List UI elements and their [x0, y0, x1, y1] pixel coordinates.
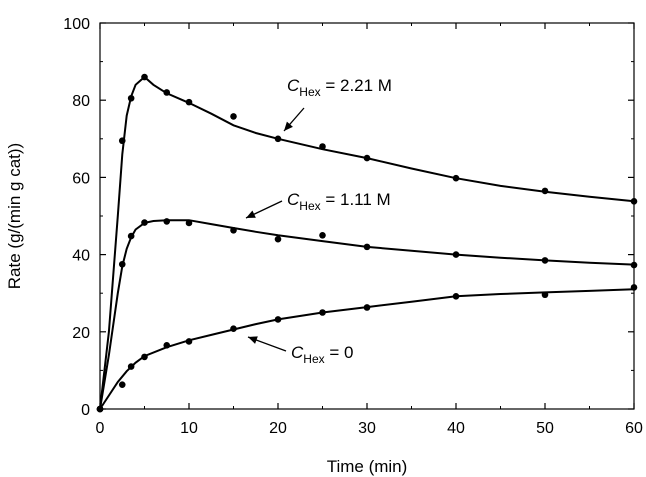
series-1: [96, 218, 638, 413]
data-point: [96, 405, 104, 413]
data-point: [230, 113, 237, 120]
x-axis-label: Time (min): [327, 457, 408, 476]
data-point: [274, 235, 282, 243]
x-tick-label: 10: [180, 420, 198, 437]
data-point: [230, 226, 237, 234]
data-point: [363, 304, 371, 311]
data-point: [118, 137, 126, 145]
annotation-subscript: Hex: [303, 352, 324, 366]
series-0: [96, 73, 638, 413]
data-point: [163, 89, 171, 96]
data-point: [541, 291, 549, 299]
data-point: [163, 218, 171, 225]
data-point: [185, 98, 193, 106]
data-point: [363, 154, 371, 162]
series-annotation-2: CHex = 0: [247, 336, 353, 366]
x-tick-label: 50: [536, 420, 554, 437]
x-tick-label: 0: [96, 420, 105, 437]
annotation-value: = 2.21 M: [321, 76, 392, 95]
annotation-label: CHex = 0: [291, 343, 353, 366]
y-tick-label: 100: [63, 16, 90, 33]
y-tick-label: 20: [72, 325, 90, 342]
data-point: [319, 232, 326, 239]
data-point: [452, 251, 460, 258]
data-point: [541, 187, 549, 195]
data-point: [118, 260, 126, 268]
data-point: [630, 198, 638, 205]
series-annotation-1: CHex = 1.11 M: [245, 190, 391, 219]
data-point: [118, 381, 126, 388]
data-point: [274, 135, 282, 143]
annotation-label: CHex = 1.11 M: [287, 190, 391, 213]
series-annotation-0: CHex = 2.21 M: [283, 76, 392, 132]
annotation-symbol: C: [287, 76, 300, 95]
data-point: [141, 219, 148, 226]
data-point: [630, 284, 638, 291]
annotation-value: = 1.11 M: [321, 190, 391, 209]
data-point: [541, 257, 549, 264]
annotation-arrowhead: [284, 121, 293, 131]
x-tick-label: 30: [358, 420, 376, 437]
data-point: [127, 232, 135, 240]
data-point: [363, 243, 371, 251]
data-point: [452, 292, 460, 300]
annotation-arrowhead: [246, 210, 256, 218]
x-tick-label: 60: [625, 420, 643, 437]
data-point: [141, 353, 148, 361]
data-point: [185, 219, 193, 227]
data-point: [127, 94, 135, 102]
x-tick-label: 20: [269, 420, 287, 437]
series-line: [99, 288, 635, 410]
annotation-symbol: C: [291, 343, 304, 362]
x-tick-label: 40: [447, 420, 465, 437]
annotation-subscript: Hex: [299, 199, 320, 213]
y-axis-label: Rate (g/(min g cat)): [5, 143, 24, 289]
annotation-symbol: C: [287, 190, 300, 209]
y-tick-label: 80: [72, 93, 90, 110]
data-point: [141, 73, 148, 81]
data-point: [319, 143, 326, 150]
series-line: [99, 75, 635, 410]
data-point: [452, 174, 460, 182]
annotation-value: = 0: [325, 343, 354, 362]
y-tick-label: 40: [72, 248, 90, 265]
series-line: [99, 219, 635, 410]
y-tick-label: 60: [72, 170, 90, 187]
data-point: [230, 325, 237, 333]
annotation-label: CHex = 2.21 M: [287, 76, 392, 99]
data-point: [319, 309, 326, 316]
data-point: [127, 363, 135, 370]
annotation-arrowhead: [248, 336, 258, 344]
annotation-subscript: Hex: [299, 85, 320, 99]
y-tick-label: 0: [81, 402, 90, 419]
data-point: [163, 342, 171, 349]
data-point: [630, 261, 638, 269]
data-point: [274, 316, 282, 323]
series-2: [96, 284, 638, 413]
data-point: [185, 338, 193, 345]
